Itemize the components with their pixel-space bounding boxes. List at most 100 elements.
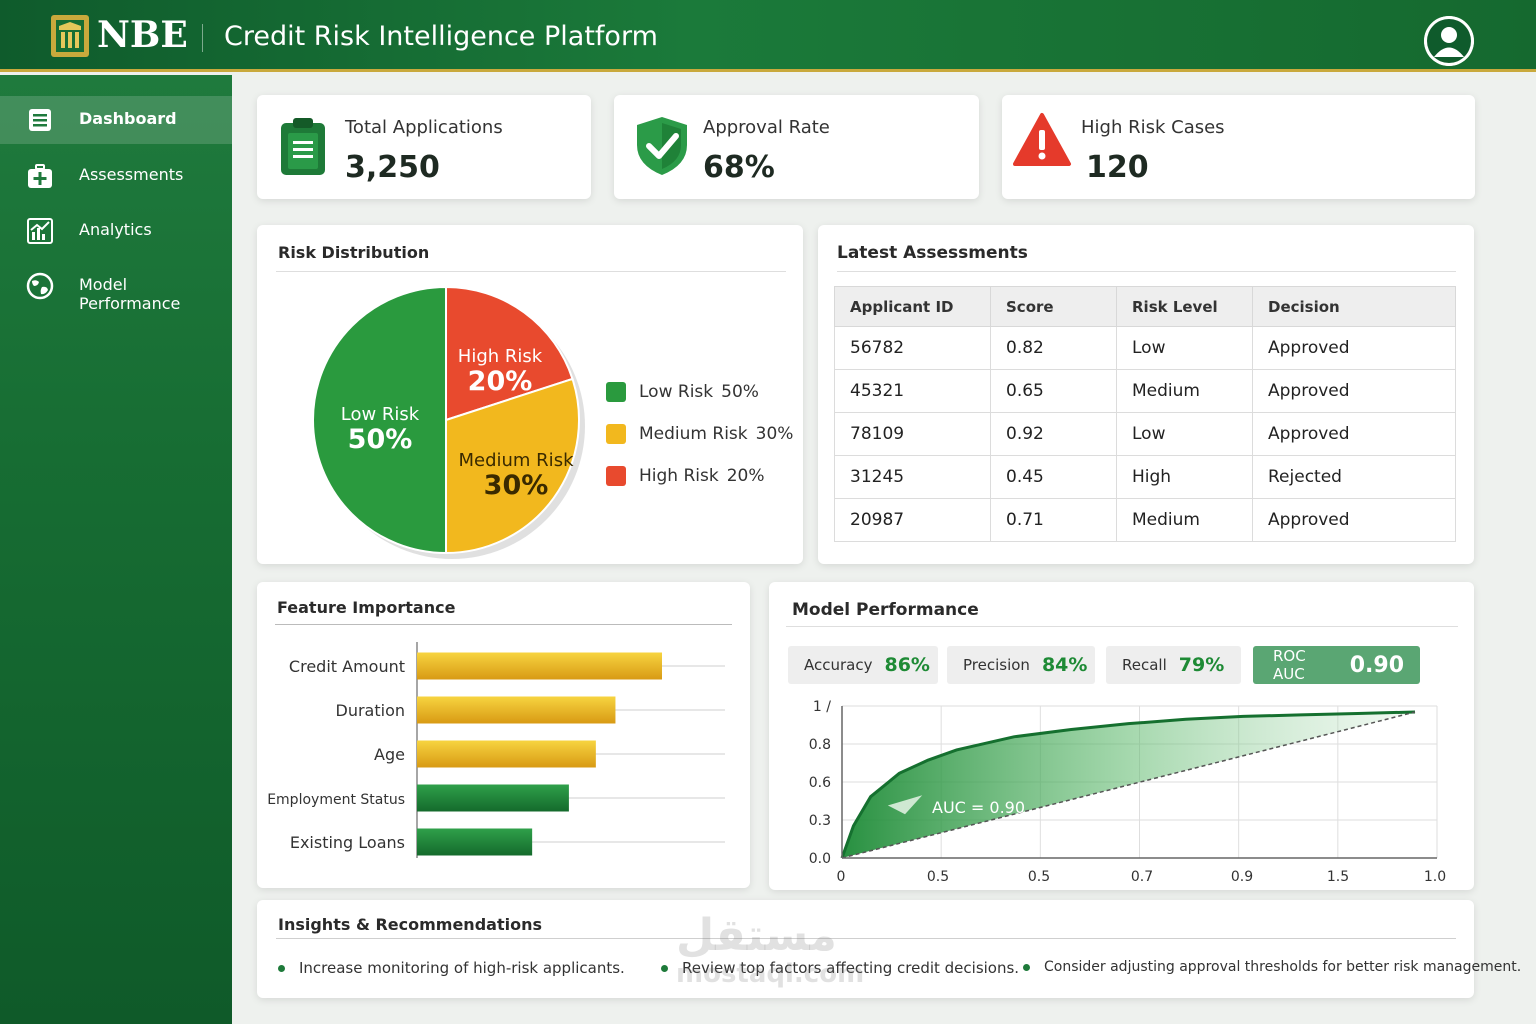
card-title: Feature Importance (277, 598, 456, 617)
column-header-risk-level[interactable]: Risk Level (1116, 286, 1253, 327)
sidebar-item-dashboard[interactable]: Dashboard (0, 96, 232, 144)
table-row[interactable]: 78109 0.92 Low Approved (834, 412, 1456, 456)
table-row[interactable]: 45321 0.65 Medium Approved (834, 369, 1456, 413)
insight-text: Consider adjusting approval thresholds f… (1044, 959, 1522, 975)
feature-bar-age[interactable] (417, 740, 596, 768)
column-header-decision[interactable]: Decision (1252, 286, 1456, 327)
legend-percent: 30% (755, 424, 794, 444)
metric-chip-precision: Precision 84% (947, 646, 1095, 684)
header-divider (202, 24, 203, 52)
card-divider (276, 938, 1456, 939)
feature-bar-credit-amount[interactable] (417, 652, 662, 680)
pie-slice-label: High Risk (458, 346, 543, 367)
column-header-applicant-id[interactable]: Applicant ID (834, 286, 991, 327)
sidebar-item-label: Model Performance (79, 275, 181, 313)
card-title: Model Performance (792, 600, 979, 620)
kpi-label: High Risk Cases (1081, 117, 1225, 138)
dashboard-icon (29, 109, 51, 131)
watermark-latin: mostaql.com (676, 959, 865, 989)
sidebar-item-assessments[interactable]: Assessments (0, 152, 232, 200)
user-avatar[interactable] (1424, 16, 1474, 66)
column-header-score[interactable]: Score (990, 286, 1117, 327)
feature-bar-existing-loans[interactable] (417, 828, 533, 856)
shield-check-icon (637, 117, 687, 175)
auc-annotation: AUC = 0.90 (932, 798, 1025, 817)
cell-decision: Approved (1252, 498, 1456, 542)
insight-item: Consider adjusting approval thresholds f… (1023, 959, 1521, 975)
clipboard-icon (281, 118, 325, 175)
feature-bar-employment-status[interactable] (417, 784, 569, 812)
cell-risk-level: Medium (1116, 369, 1253, 413)
feature-label: Existing Loans (290, 833, 405, 852)
table-row[interactable]: 31245 0.45 High Rejected (834, 455, 1456, 499)
pie-slice-low-risk[interactable] (312, 285, 447, 555)
pie-slice-percent: 20% (468, 366, 533, 397)
roc-curve-line (840, 710, 1416, 859)
feature-label: Employment Status (267, 792, 405, 808)
y-tick-label: 1 / (813, 699, 831, 715)
kpi-card-high-risk-cases: High Risk Cases 120 (1002, 95, 1475, 199)
table-row[interactable]: 20987 0.71 Medium Approved (834, 498, 1456, 542)
x-tick-label: 0 (837, 869, 846, 885)
y-tick-label: 0.6 (809, 775, 831, 791)
cell-score: 0.65 (990, 369, 1117, 413)
user-avatar-icon (1424, 16, 1474, 66)
nbe-logo-icon (51, 15, 89, 57)
x-tick-label: 0.5 (927, 869, 949, 885)
insight-item: Increase monitoring of high-risk applica… (278, 959, 625, 977)
metric-chip-recall: Recall 79% (1106, 646, 1241, 684)
kpi-label: Approval Rate (703, 117, 830, 138)
card-divider (837, 271, 1456, 272)
x-tick-label: 0.9 (1231, 869, 1253, 885)
x-tick-label: 1.0 (1424, 869, 1446, 885)
legend-label: Medium Risk (639, 424, 748, 444)
sidebar-item-label: Dashboard (79, 109, 177, 128)
legend-swatch-green (606, 382, 626, 402)
card-title: Latest Assessments (837, 243, 1028, 263)
kpi-value: 3,250 (345, 150, 440, 185)
metric-label: Accuracy (804, 656, 873, 674)
pie-slice-medium-risk[interactable] (445, 377, 580, 555)
legend-swatch-yellow (606, 424, 626, 444)
warning-icon (1013, 113, 1071, 166)
insights-card: Insights & Recommendations (257, 900, 1474, 998)
cell-applicant-id: 78109 (834, 412, 991, 456)
cell-score: 0.45 (990, 455, 1117, 499)
cell-decision: Approved (1252, 412, 1456, 456)
legend-swatch-red (606, 466, 626, 486)
sidebar-item-label: Assessments (79, 165, 184, 184)
card-title: Insights & Recommendations (278, 915, 542, 934)
assessments-table: Applicant ID Score Risk Level Decision 5… (834, 286, 1456, 542)
insight-text: Review top factors affecting credit deci… (682, 959, 1020, 977)
table-row[interactable]: 56782 0.82 Low Approved (834, 326, 1456, 370)
feature-bar-duration[interactable] (417, 696, 616, 724)
cell-applicant-id: 45321 (834, 369, 991, 413)
app-title: Credit Risk Intelligence Platform (224, 21, 658, 52)
brand-name: NBE (97, 14, 188, 56)
insight-text: Increase monitoring of high-risk applica… (299, 959, 625, 977)
pie-slice-percent: 50% (348, 424, 413, 455)
sidebar-item-label: Analytics (79, 220, 152, 239)
kpi-card-total-applications: Total Applications 3,250 (257, 95, 591, 199)
feature-label: Duration (336, 701, 406, 720)
top-header: NBE Credit Risk Intelligence Platform (0, 0, 1536, 72)
pie-slice-label: Low Risk (341, 404, 420, 425)
annotation-arrow-icon (887, 795, 923, 815)
kpi-label: Total Applications (345, 117, 503, 138)
cell-score: 0.71 (990, 498, 1117, 542)
cell-risk-level: Medium (1116, 498, 1253, 542)
cell-decision: Approved (1252, 369, 1456, 413)
legend-label: Low Risk (639, 382, 714, 402)
globe-icon (26, 272, 54, 300)
card-divider (276, 271, 786, 272)
pie-slice-percent: 30% (484, 470, 549, 501)
y-tick-label: 0.8 (809, 737, 831, 753)
metric-chip-accuracy: Accuracy 86% (788, 646, 938, 684)
card-title: Risk Distribution (278, 243, 430, 262)
sidebar-item-analytics[interactable]: Analytics (0, 207, 232, 255)
cell-score: 0.82 (990, 326, 1117, 370)
pie-slice-high-risk[interactable] (445, 285, 574, 422)
sidebar-item-model-performance[interactable]: Model Performance (0, 262, 232, 313)
legend-label: High Risk (639, 466, 719, 486)
